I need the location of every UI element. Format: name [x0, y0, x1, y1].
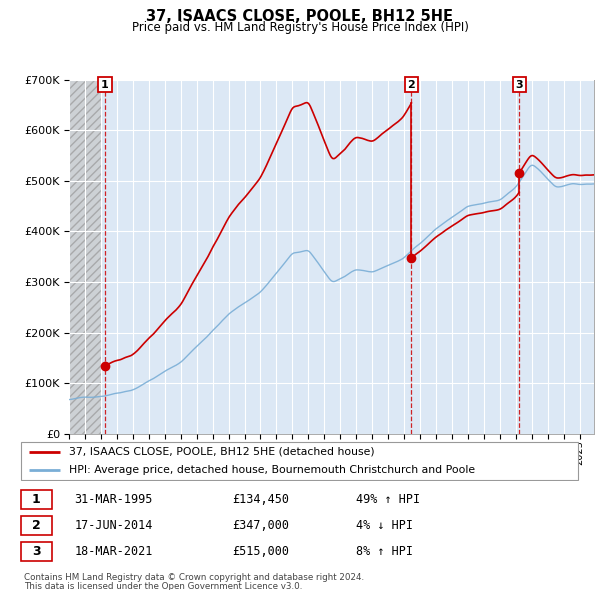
Bar	[69, 80, 101, 434]
Text: 49% ↑ HPI: 49% ↑ HPI	[356, 493, 421, 506]
Text: 2: 2	[32, 519, 40, 532]
Text: 3: 3	[515, 80, 523, 90]
Text: Price paid vs. HM Land Registry's House Price Index (HPI): Price paid vs. HM Land Registry's House …	[131, 21, 469, 34]
Text: £515,000: £515,000	[232, 545, 289, 558]
Text: 3: 3	[32, 545, 40, 558]
Text: 31-MAR-1995: 31-MAR-1995	[74, 493, 153, 506]
FancyBboxPatch shape	[21, 516, 52, 535]
Text: Contains HM Land Registry data © Crown copyright and database right 2024.: Contains HM Land Registry data © Crown c…	[24, 573, 364, 582]
Text: 8% ↑ HPI: 8% ↑ HPI	[356, 545, 413, 558]
Text: 1: 1	[32, 493, 40, 506]
Text: 18-MAR-2021: 18-MAR-2021	[74, 545, 153, 558]
Text: 17-JUN-2014: 17-JUN-2014	[74, 519, 153, 532]
Text: 37, ISAACS CLOSE, POOLE, BH12 5HE: 37, ISAACS CLOSE, POOLE, BH12 5HE	[146, 9, 454, 24]
Text: This data is licensed under the Open Government Licence v3.0.: This data is licensed under the Open Gov…	[24, 582, 302, 590]
Text: HPI: Average price, detached house, Bournemouth Christchurch and Poole: HPI: Average price, detached house, Bour…	[69, 465, 475, 475]
Text: 4% ↓ HPI: 4% ↓ HPI	[356, 519, 413, 532]
Text: 1: 1	[101, 80, 109, 90]
Text: £347,000: £347,000	[232, 519, 289, 532]
Text: £134,450: £134,450	[232, 493, 289, 506]
FancyBboxPatch shape	[21, 542, 52, 562]
FancyBboxPatch shape	[21, 490, 52, 509]
Text: 2: 2	[407, 80, 415, 90]
FancyBboxPatch shape	[21, 441, 578, 480]
Text: 37, ISAACS CLOSE, POOLE, BH12 5HE (detached house): 37, ISAACS CLOSE, POOLE, BH12 5HE (detac…	[69, 447, 374, 457]
